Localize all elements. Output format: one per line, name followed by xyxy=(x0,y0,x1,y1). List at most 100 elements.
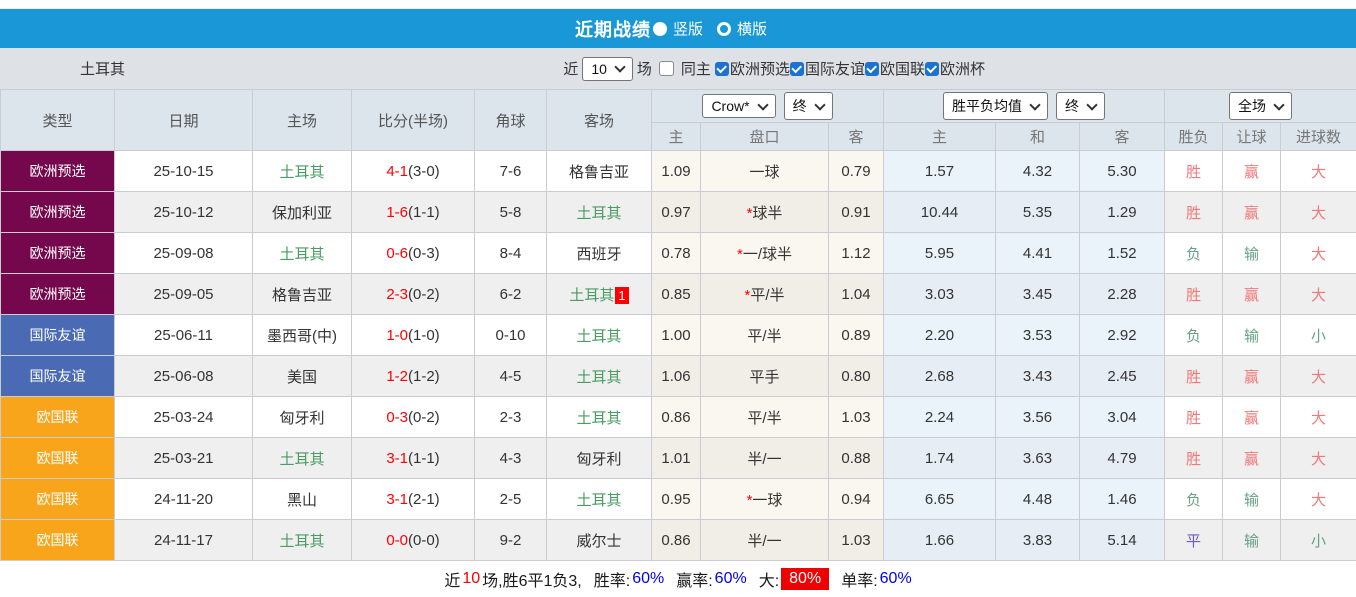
fulltime-score: 1-6 xyxy=(386,204,408,221)
games-label: 场 xyxy=(637,58,652,79)
halftime-score: (0-2) xyxy=(408,286,440,303)
winrate-value: 60% xyxy=(632,570,664,588)
handicap-line-text: 平/半 xyxy=(747,328,781,345)
avg-away-odds-cell: 1.52 xyxy=(1080,233,1165,274)
near-label: 近 xyxy=(563,58,578,79)
checkbox-euro-cup[interactable]: 欧洲杯 xyxy=(925,58,985,79)
handicap-away-odds-cell: 0.91 xyxy=(829,192,884,233)
same-home-checkbox[interactable] xyxy=(659,61,674,76)
avg-away-odds-cell: 2.92 xyxy=(1080,315,1165,356)
radio-vertical-layout[interactable]: 竖版 xyxy=(653,18,703,39)
fulltime-score: 3-1 xyxy=(386,450,408,467)
halftime-score: (0-2) xyxy=(408,409,440,426)
handicap-home-odds-cell: 1.09 xyxy=(652,151,701,192)
match-row: 欧国联 24-11-17 土耳其 0-0(0-0) 9-2 威尔士 0.86 半… xyxy=(1,520,1356,561)
result-cell: 胜 xyxy=(1165,192,1223,233)
check-icon xyxy=(792,62,802,72)
scope-select[interactable]: 全场 xyxy=(1229,92,1292,120)
comp-label: 欧洲预选 xyxy=(730,58,790,79)
goals-result-cell: 大 xyxy=(1281,233,1356,274)
avg-draw-odds-cell: 3.56 xyxy=(996,397,1080,438)
competition-cell: 欧洲预选 xyxy=(1,151,115,192)
handicap-away-odds-cell: 0.80 xyxy=(829,356,884,397)
summary-count: 10 xyxy=(462,570,480,588)
handicap-home-odds-cell: 0.86 xyxy=(652,397,701,438)
halftime-score: (0-3) xyxy=(408,245,440,262)
match-rows: 欧洲预选 25-10-15 土耳其 4-1(3-0) 7-6 格鲁吉亚 1.09… xyxy=(1,151,1356,561)
handicap-line-text: 平/半 xyxy=(747,410,781,427)
handicap-line-text: 平/半 xyxy=(750,287,784,304)
goals-result-cell: 小 xyxy=(1281,520,1356,561)
competition-cell: 欧国联 xyxy=(1,479,115,520)
competition-cell: 欧洲预选 xyxy=(1,274,115,315)
match-row: 国际友谊 25-06-08 美国 1-2(1-2) 4-5 土耳其 1.06 平… xyxy=(1,356,1356,397)
handicap-line-text: 球半 xyxy=(752,205,782,222)
halftime-score: (0-0) xyxy=(408,532,440,549)
fulltime-score: 1-0 xyxy=(386,327,408,344)
goals-result-cell: 大 xyxy=(1281,192,1356,233)
home-team-cell: 土耳其 xyxy=(253,438,352,479)
handicap-rate-label: 赢率: xyxy=(676,567,712,591)
titlebar: 近期战绩 竖版 横版 xyxy=(0,9,1356,48)
handicap-home-odds-cell: 0.78 xyxy=(652,233,701,274)
avg-draw-odds-cell: 4.32 xyxy=(996,151,1080,192)
big-rate-label: 大: xyxy=(759,567,779,591)
handicap-home-odds-cell: 1.00 xyxy=(652,315,701,356)
handicap-away-odds-cell: 1.03 xyxy=(829,397,884,438)
score-cell: 3-1(2-1) xyxy=(352,479,475,520)
home-team-cell: 土耳其 xyxy=(253,520,352,561)
avg-home-odds-cell: 2.20 xyxy=(884,315,996,356)
result-cell: 胜 xyxy=(1165,356,1223,397)
subcol-avg-draw: 和 xyxy=(996,123,1080,151)
home-team-cell: 土耳其 xyxy=(253,233,352,274)
avg-home-odds-cell: 5.95 xyxy=(884,233,996,274)
average-time-select[interactable]: 终 xyxy=(1056,92,1105,120)
checkbox-nations-league[interactable]: 欧国联 xyxy=(865,58,925,79)
match-count-select[interactable]: 10 xyxy=(582,57,633,81)
goals-result-cell: 大 xyxy=(1281,274,1356,315)
col-header-score: 比分(半场) xyxy=(352,90,475,151)
date-cell: 25-06-08 xyxy=(115,356,253,397)
handicap-result-cell: 赢 xyxy=(1223,397,1281,438)
handicap-time-select[interactable]: 终 xyxy=(784,92,833,120)
corner-cell: 9-2 xyxy=(475,520,547,561)
checkbox-friendly[interactable]: 国际友谊 xyxy=(790,58,865,79)
handicap-result-cell: 赢 xyxy=(1223,151,1281,192)
top-strip xyxy=(0,0,1356,9)
handicap-home-odds-cell: 0.97 xyxy=(652,192,701,233)
corner-cell: 4-3 xyxy=(475,438,547,479)
avg-draw-odds-cell: 5.35 xyxy=(996,192,1080,233)
checked-checkbox-icon xyxy=(865,62,879,76)
handicap-time-value: 终 xyxy=(793,96,807,116)
away-team-name: 土耳其 xyxy=(576,369,621,386)
avg-home-odds-cell: 2.68 xyxy=(884,356,996,397)
radio-horizontal-layout[interactable]: 横版 xyxy=(717,18,767,39)
average-type-select[interactable]: 胜平负均值 xyxy=(943,92,1048,120)
corner-cell: 4-5 xyxy=(475,356,547,397)
chevron-down-icon xyxy=(757,99,768,110)
avg-home-odds-cell: 2.24 xyxy=(884,397,996,438)
col-header-away: 客场 xyxy=(547,90,652,151)
fulltime-score: 4-1 xyxy=(386,163,408,180)
competition-cell: 国际友谊 xyxy=(1,356,115,397)
away-team-cell: 土耳其 xyxy=(547,356,652,397)
avg-draw-odds-cell: 3.63 xyxy=(996,438,1080,479)
halftime-score: (3-0) xyxy=(408,163,440,180)
handicap-line-cell: *一/球半 xyxy=(701,233,829,274)
avg-away-odds-cell: 5.30 xyxy=(1080,151,1165,192)
team-name: 土耳其 xyxy=(80,58,125,79)
match-row: 欧洲预选 25-10-15 土耳其 4-1(3-0) 7-6 格鲁吉亚 1.09… xyxy=(1,151,1356,192)
home-team-cell: 保加利亚 xyxy=(253,192,352,233)
single-rate-label: 单率: xyxy=(841,567,877,591)
subcol-handicap-result: 让球 xyxy=(1223,123,1281,151)
chevron-down-icon xyxy=(1273,99,1284,110)
handicap-line-cell: *平/半 xyxy=(701,274,829,315)
avg-draw-odds-cell: 3.43 xyxy=(996,356,1080,397)
checkbox-euro-qualifiers[interactable]: 欧洲预选 xyxy=(715,58,790,79)
chevron-down-icon xyxy=(614,61,625,72)
odds-company-select[interactable]: Crow* xyxy=(702,94,775,118)
result-cell: 负 xyxy=(1165,479,1223,520)
handicap-line-cell: 平/半 xyxy=(701,397,829,438)
